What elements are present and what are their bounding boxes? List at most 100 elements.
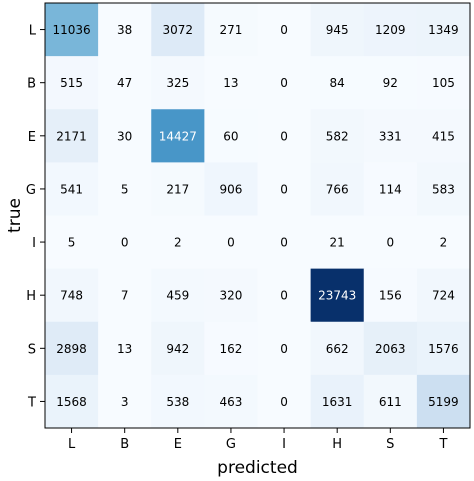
cell-value-label: 0 xyxy=(280,342,288,356)
y-tick-label: I xyxy=(32,236,36,251)
y-axis-label: true xyxy=(5,198,25,233)
cell-value-label: 538 xyxy=(166,395,189,409)
heatmap-cell xyxy=(151,321,205,376)
x-tick-label: S xyxy=(386,437,394,452)
heatmap-cell xyxy=(204,3,258,57)
y-tick-label: S xyxy=(28,342,36,357)
heatmap-cell xyxy=(45,3,99,57)
heatmap-cells xyxy=(45,3,471,429)
heatmap-cell xyxy=(257,3,312,57)
heatmap-cell xyxy=(310,162,365,216)
heatmap-cell xyxy=(98,215,152,270)
heatmap-cell xyxy=(45,109,99,163)
cell-value-label: 662 xyxy=(326,342,349,356)
heatmap-cell xyxy=(45,56,99,110)
cell-value-label: 0 xyxy=(280,236,288,250)
cell-value-label: 13 xyxy=(117,342,132,356)
heatmap-cell xyxy=(204,374,258,429)
cell-value-label: 611 xyxy=(379,395,402,409)
cell-value-label: 1209 xyxy=(375,23,406,37)
heatmap-cell xyxy=(416,3,471,57)
heatmap-cell xyxy=(98,3,152,57)
y-tick-label: E xyxy=(28,130,36,145)
x-tick-label: E xyxy=(174,437,182,452)
cell-value-label: 583 xyxy=(432,182,455,196)
heatmap-cell xyxy=(416,162,471,216)
x-tick-label: H xyxy=(332,437,342,452)
heatmap-cell xyxy=(416,321,471,376)
cell-value-label: 3072 xyxy=(163,23,194,37)
cell-value-label: 541 xyxy=(60,182,83,196)
heatmap-cell xyxy=(45,215,99,270)
heatmap-cell xyxy=(151,268,205,323)
heatmap-cell xyxy=(204,321,258,376)
heatmap-cell xyxy=(151,374,205,429)
cell-value-label: 271 xyxy=(219,23,242,37)
heatmap-cell xyxy=(98,109,152,163)
x-tick-label: G xyxy=(226,437,236,452)
heatmap-cell xyxy=(98,162,152,216)
cell-value-label: 331 xyxy=(379,129,402,143)
y-tick-label: H xyxy=(26,289,36,304)
cell-value-label: 92 xyxy=(383,76,398,90)
heatmap-cell xyxy=(416,374,471,429)
y-axis-ticks: L B E G I H S T xyxy=(26,24,45,410)
heatmap-cell xyxy=(310,374,365,429)
cell-value-label: 415 xyxy=(432,129,455,143)
heatmap-cell xyxy=(204,162,258,216)
heatmap-cell xyxy=(363,109,418,163)
cell-value-label: 945 xyxy=(326,23,349,37)
cell-value-label: 766 xyxy=(326,182,349,196)
heatmap-cell xyxy=(45,374,99,429)
x-tick-label: I xyxy=(282,437,286,452)
heatmap-cell xyxy=(257,374,312,429)
cell-value-label: 5199 xyxy=(428,395,459,409)
cell-value-label: 0 xyxy=(280,76,288,90)
heatmap-cell xyxy=(151,215,205,270)
cell-value-label: 0 xyxy=(280,23,288,37)
heatmap-cell xyxy=(98,56,152,110)
cell-value-label: 2063 xyxy=(375,342,406,356)
heatmap-cell xyxy=(363,268,418,323)
heatmap-cell xyxy=(363,374,418,429)
cell-value-label: 515 xyxy=(60,76,83,90)
heatmap-cell xyxy=(416,56,471,110)
cell-value-label: 0 xyxy=(121,236,129,250)
cell-value-label: 2 xyxy=(174,236,182,250)
cell-value-label: 0 xyxy=(386,236,394,250)
heatmap-cell xyxy=(204,109,258,163)
heatmap-cell xyxy=(151,3,205,57)
heatmap-cell xyxy=(310,268,365,323)
cell-value-label: 1349 xyxy=(428,23,459,37)
cell-value-label: 582 xyxy=(326,129,349,143)
cell-value-label: 21 xyxy=(330,236,345,250)
y-tick-label: G xyxy=(26,183,36,198)
heatmap-cell xyxy=(257,56,312,110)
heatmap-cell xyxy=(204,268,258,323)
heatmap-cell xyxy=(310,56,365,110)
heatmap-cell xyxy=(98,374,152,429)
cell-value-label: 14427 xyxy=(159,129,197,143)
heatmap-cell xyxy=(151,162,205,216)
heatmap-cell xyxy=(257,268,312,323)
heatmap-cell xyxy=(416,268,471,323)
heatmap-cell xyxy=(204,215,258,270)
cell-value-label: 7 xyxy=(121,289,129,303)
heatmap-cell xyxy=(151,56,205,110)
cell-value-label: 0 xyxy=(280,395,288,409)
cell-value-label: 84 xyxy=(330,76,345,90)
cell-value-label: 459 xyxy=(166,289,189,303)
x-tick-label: B xyxy=(120,437,129,452)
y-tick-label: T xyxy=(27,395,36,410)
cell-value-label: 906 xyxy=(219,182,242,196)
x-axis-label: predicted xyxy=(217,458,298,478)
cell-value-label: 1568 xyxy=(56,395,87,409)
cell-value-label: 1631 xyxy=(322,395,353,409)
heatmap-cell xyxy=(363,162,418,216)
heatmap-cell xyxy=(363,3,418,57)
cell-value-label: 5 xyxy=(121,182,129,196)
cell-value-label: 2898 xyxy=(56,342,87,356)
y-tick-label: B xyxy=(27,77,36,92)
cell-value-label: 47 xyxy=(117,76,132,90)
